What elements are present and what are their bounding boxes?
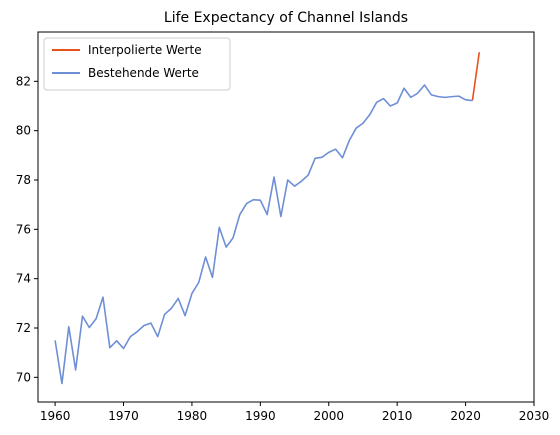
legend-box: [43, 37, 231, 91]
y-tick-label: 78: [16, 173, 31, 187]
series-line-interpolated: [471, 52, 481, 101]
legend: Interpolierte Werte Bestehende Werte: [43, 37, 231, 91]
y-tick-label: 76: [16, 222, 31, 236]
legend-label-interpolated: Interpolierte Werte: [88, 43, 202, 57]
x-tick-label: 1980: [177, 409, 208, 423]
y-tick-label: 80: [16, 124, 31, 138]
y-tick-label: 82: [16, 74, 31, 88]
x-tick-label: 2020: [450, 409, 481, 423]
x-tick-label: 1970: [108, 409, 139, 423]
y-tick-label: 72: [16, 321, 31, 335]
x-tick-label: 1990: [245, 409, 276, 423]
series-line-existing: [54, 84, 473, 385]
legend-label-existing: Bestehende Werte: [88, 66, 199, 80]
y-tick-label: 70: [16, 370, 31, 384]
plot-frame: [37, 31, 535, 403]
y-axis: 70 72 74 76 78 80 82: [16, 74, 38, 384]
x-axis: 1960 1970 1980 1990 2000 2010 2020 2030: [40, 402, 549, 423]
y-tick-label: 74: [16, 272, 31, 286]
x-tick-label: 2000: [313, 409, 344, 423]
plot-area: [54, 52, 481, 385]
chart-title: Life Expectancy of Channel Islands: [164, 10, 408, 26]
x-tick-label: 2030: [519, 409, 550, 423]
x-tick-label: 1960: [40, 409, 71, 423]
x-tick-label: 2010: [382, 409, 413, 423]
